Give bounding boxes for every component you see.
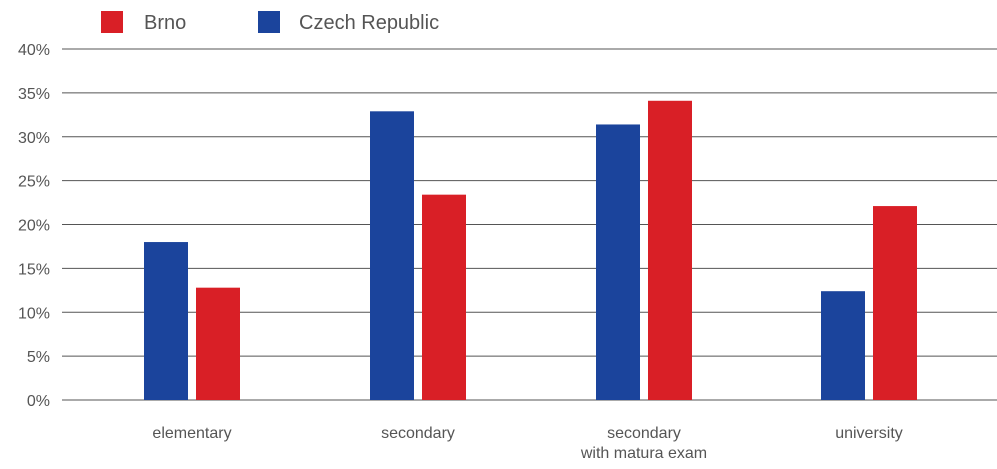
bar-czech-republic	[596, 124, 640, 400]
legend-swatch-czech-republic	[258, 11, 280, 33]
legend: Brno Czech Republic	[101, 11, 439, 34]
y-tick-label: 35%	[18, 86, 50, 103]
legend-swatch-brno	[101, 11, 123, 33]
y-tick-label: 15%	[18, 261, 50, 278]
y-tick-label: 40%	[18, 42, 50, 59]
legend-label-brno: Brno	[144, 12, 186, 34]
bar-brno	[873, 206, 917, 400]
x-category-label: secondary	[381, 425, 455, 442]
y-tick-label: 25%	[18, 174, 50, 191]
x-axis-category-labels: elementary secondary secondary with matura …	[152, 425, 902, 462]
y-tick-label: 5%	[27, 349, 50, 366]
bar-brno	[196, 287, 240, 400]
y-tick-label: 30%	[18, 130, 50, 147]
bars	[144, 100, 917, 401]
x-category-label-line: university	[835, 425, 903, 442]
x-category-label: elementary	[152, 425, 231, 442]
bar-brno	[648, 100, 692, 401]
bar-czech-republic	[821, 291, 865, 400]
x-category-label: university	[835, 425, 903, 442]
y-tick-label: 20%	[18, 218, 50, 235]
y-tick-label: 10%	[18, 305, 50, 322]
bar-brno	[422, 194, 466, 400]
y-tick-label: 0%	[27, 393, 50, 410]
x-category-label-line: elementary	[152, 425, 231, 442]
x-category-label-line: secondary	[607, 425, 681, 442]
bar-czech-republic	[370, 111, 414, 401]
legend-label-czech-republic: Czech Republic	[299, 12, 439, 34]
x-category-label-line: secondary	[381, 425, 455, 442]
x-category-label-line: with matura exam	[580, 445, 707, 462]
x-category-label: secondary with matura exam	[580, 425, 707, 462]
y-axis-tick-labels: 0% 5% 10% 15% 20% 25% 30% 35% 40%	[18, 42, 50, 410]
bar-czech-republic	[144, 242, 188, 400]
